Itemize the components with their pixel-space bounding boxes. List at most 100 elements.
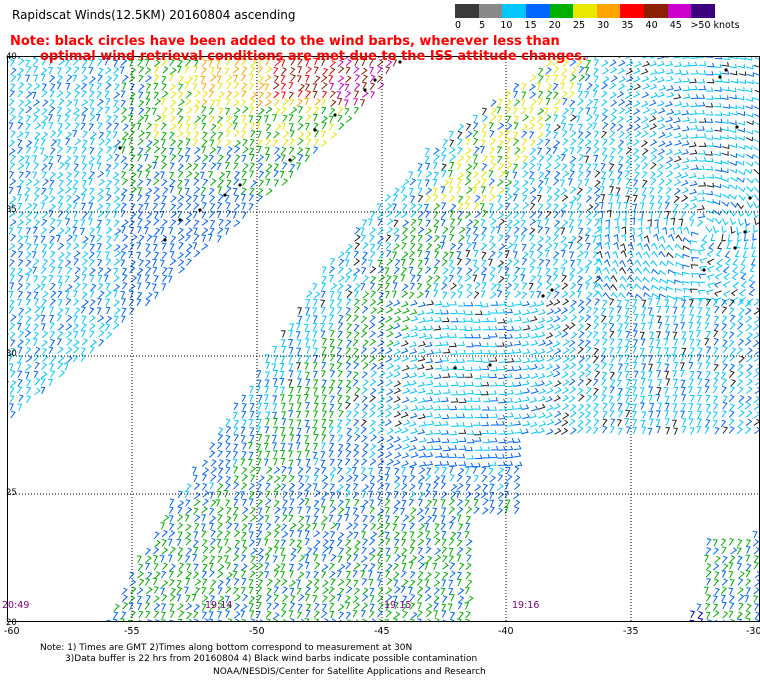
wind-barb xyxy=(610,291,619,299)
wind-barb xyxy=(689,61,698,67)
wind-barb xyxy=(240,187,247,195)
wind-barb xyxy=(106,146,113,154)
wind-barb xyxy=(81,106,89,115)
wind-barb xyxy=(218,171,226,180)
wind-barb xyxy=(185,123,191,132)
wind-barb xyxy=(384,194,391,202)
wind-barb xyxy=(632,147,640,156)
wind-barb xyxy=(249,170,255,178)
wind-barb xyxy=(417,210,425,219)
wind-barb xyxy=(16,267,24,276)
wind-barb xyxy=(633,83,642,91)
wind-barb xyxy=(202,578,208,586)
wind-barb xyxy=(730,177,738,182)
wind-barb xyxy=(625,56,633,60)
wind-barb xyxy=(274,107,281,116)
wind-barb xyxy=(497,342,505,347)
wind-barb xyxy=(562,324,570,332)
wind-barb xyxy=(657,202,663,210)
wind-barb xyxy=(264,394,269,402)
wind-barb xyxy=(642,83,651,90)
wind-barb xyxy=(633,339,638,347)
wind-barb xyxy=(448,169,453,178)
wind-barb xyxy=(137,563,144,572)
wind-barb xyxy=(281,474,287,483)
wind-barb xyxy=(465,475,472,484)
wind-barb xyxy=(465,226,472,235)
wind-barb xyxy=(97,315,105,323)
wind-barb xyxy=(386,218,394,226)
wind-barb xyxy=(287,467,293,475)
wind-barb xyxy=(456,618,462,622)
wind-barb xyxy=(498,374,506,379)
wind-barb xyxy=(41,339,48,347)
wind-barb xyxy=(514,506,520,515)
wind-barb xyxy=(736,95,745,101)
wind-barb xyxy=(730,289,738,297)
wind-barb xyxy=(314,562,321,570)
wind-barb xyxy=(72,179,79,188)
wind-barb xyxy=(218,459,224,467)
wind-barb xyxy=(610,418,616,426)
wind-barb xyxy=(385,347,393,355)
wind-barb xyxy=(281,67,288,75)
wind-barb xyxy=(713,298,719,307)
wind-barb xyxy=(609,425,615,434)
map-gridlines xyxy=(7,56,760,622)
wind-barb xyxy=(569,282,577,290)
wind-barb xyxy=(545,282,553,290)
wind-barb xyxy=(241,130,246,139)
wind-barb xyxy=(336,347,343,355)
wind-barb xyxy=(98,330,105,338)
wind-barb xyxy=(305,609,311,618)
wind-barb xyxy=(40,202,46,210)
wind-barb xyxy=(144,602,151,610)
wind-barb xyxy=(368,610,375,618)
wind-barb xyxy=(752,539,760,547)
wind-barb xyxy=(434,547,442,555)
wind-barb xyxy=(465,466,470,475)
wind-barb xyxy=(344,514,350,522)
wind-barb xyxy=(360,458,368,466)
wind-barb xyxy=(465,147,472,155)
wind-barb xyxy=(120,202,127,210)
wind-barb xyxy=(513,348,522,354)
wind-barb xyxy=(401,355,410,362)
wind-barb xyxy=(490,99,497,107)
wind-barb xyxy=(489,242,497,250)
wind-barb xyxy=(17,370,23,378)
wind-barb xyxy=(674,252,683,258)
wind-barb xyxy=(48,242,55,250)
wind-barb xyxy=(312,146,319,154)
wind-barb xyxy=(553,131,559,140)
wind-barb xyxy=(112,210,118,218)
wind-barb xyxy=(105,82,112,90)
wind-barb xyxy=(330,554,337,562)
wind-barb xyxy=(217,82,223,90)
wind-barb xyxy=(637,233,643,242)
wind-barb xyxy=(41,362,48,370)
wind-barb xyxy=(596,257,603,266)
wind-barb xyxy=(41,218,48,227)
wind-barb xyxy=(712,563,720,571)
wind-barb xyxy=(169,563,176,572)
wind-barb xyxy=(89,114,96,122)
wind-barb xyxy=(153,562,159,571)
wind-barb xyxy=(338,314,344,323)
wind-barb xyxy=(240,73,247,82)
wind-barb xyxy=(561,371,569,379)
wind-barb xyxy=(169,131,175,140)
wind-barb xyxy=(33,226,38,235)
wind-barb xyxy=(554,307,562,315)
wind-barb xyxy=(369,58,374,66)
wind-barb xyxy=(670,217,676,226)
wind-barb xyxy=(273,98,280,107)
wind-barb xyxy=(113,275,120,283)
wind-barb xyxy=(592,330,599,339)
wind-barb xyxy=(474,454,483,459)
wind-barb xyxy=(354,74,361,82)
wind-barb xyxy=(473,291,480,299)
wind-barb xyxy=(145,610,151,619)
wind-barb xyxy=(737,322,744,330)
wind-barb xyxy=(263,458,269,466)
